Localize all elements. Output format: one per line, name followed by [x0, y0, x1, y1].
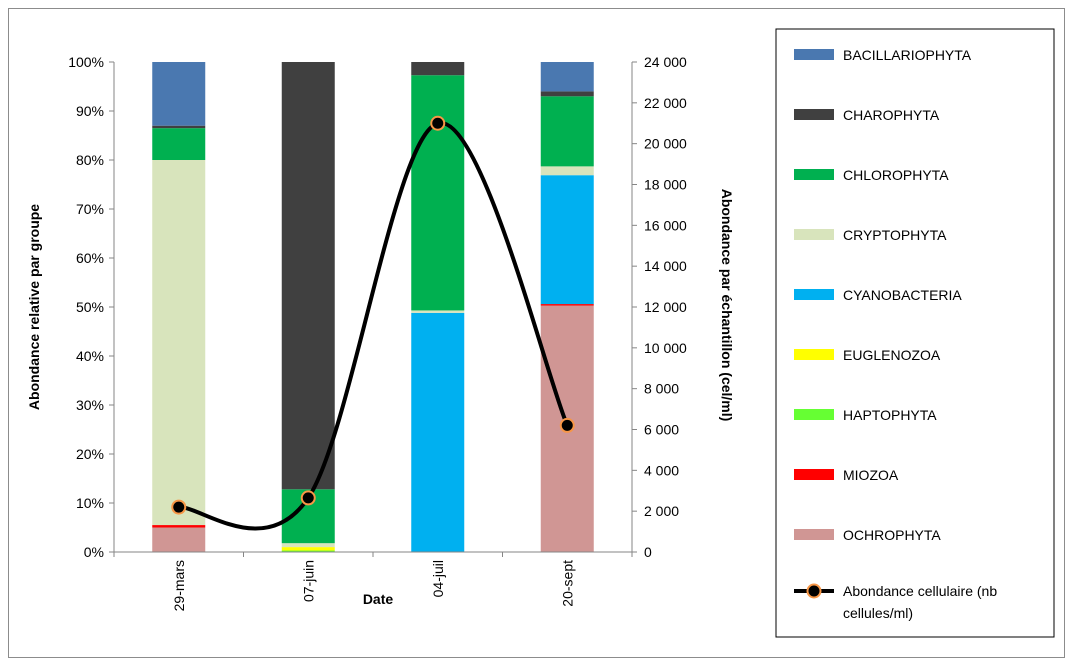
bar-haptophyta-07-juin — [281, 550, 335, 552]
bar-cryptophyta-04-juil — [411, 310, 465, 313]
bar-charophyta-07-juin — [281, 62, 335, 490]
legend-swatch-ochrophyta — [794, 529, 834, 540]
y-left-tick-label: 70% — [76, 201, 104, 217]
y-left-tick-label: 0% — [84, 544, 104, 560]
y-left-tick-label: 60% — [76, 250, 104, 266]
bar-miozoa-20-sept — [540, 304, 594, 306]
bar-charophyta-29-mars — [152, 125, 206, 129]
bar-charophyta-04-juil — [411, 62, 465, 76]
y-left-tick-label: 80% — [76, 152, 104, 168]
x-tick-label-20-sept: 20-sept — [559, 560, 575, 607]
y-right-tick-label: 6 000 — [644, 422, 679, 438]
legend-swatch-cryptophyta — [794, 229, 834, 240]
bar-cyanobacteria-20-sept — [540, 175, 594, 305]
legend-swatch-cyanobacteria — [794, 289, 834, 300]
abundance-point-07-juin — [300, 490, 316, 506]
y-right-tick-label: 0 — [644, 544, 652, 560]
bar-cryptophyta-20-sept — [540, 166, 594, 176]
x-axis-title: Date — [363, 591, 394, 607]
legend: BACILLARIOPHYTA CHAROPHYTA CHLOROPHYTA CRYP… — [794, 47, 997, 621]
y-right-tick-label: 20 000 — [644, 136, 687, 152]
bar-cryptophyta-29-mars — [152, 160, 206, 526]
bar-miozoa-29-mars — [152, 525, 206, 528]
legend-swatch-euglenozoa — [794, 349, 834, 360]
y-right-tick-label: 10 000 — [644, 340, 687, 356]
legend-label-cyanobacteria: CYANOBACTERIA — [843, 287, 962, 303]
y-right-tick-label: 18 000 — [644, 177, 687, 193]
x-tick-label-07-juin: 07-juin — [300, 560, 316, 602]
y-left-tick-label: 20% — [76, 446, 104, 462]
bar-bacillariophyta-29-mars — [152, 62, 206, 126]
legend-label-bacillariophyta: BACILLARIOPHYTA — [843, 47, 972, 63]
y-right-tick-label: 12 000 — [644, 299, 687, 315]
y-left-tick-label: 100% — [68, 54, 104, 70]
legend-swatch-haptophyta — [794, 409, 834, 420]
bar-charophyta-20-sept — [540, 91, 594, 97]
bar-chlorophyta-04-juil — [411, 75, 465, 311]
y-left-tick-label: 10% — [76, 495, 104, 511]
bar-euglenozoa-07-juin — [281, 547, 335, 551]
bar-chlorophyta-20-sept — [540, 96, 594, 167]
bars-layer — [152, 62, 594, 552]
bar-cyanobacteria-04-juil — [411, 312, 465, 552]
y-left-tick-label: 40% — [76, 348, 104, 364]
legend-swatch-miozoa — [794, 469, 834, 480]
y-right-tick-label: 24 000 — [644, 54, 687, 70]
y-right-tick-label: 2 000 — [644, 503, 679, 519]
bar-chlorophyta-29-mars — [152, 128, 206, 160]
abundance-point-04-juil — [430, 115, 446, 131]
bar-bacillariophyta-20-sept — [540, 62, 594, 92]
y-left-tick-label: 90% — [76, 103, 104, 119]
abundance-point-20-sept — [559, 417, 575, 433]
bar-ochrophyta-29-mars — [152, 527, 206, 552]
x-tick-label-04-juil: 04-juil — [430, 560, 446, 597]
abundance-line — [178, 121, 570, 531]
legend-label-abundance-line-2: cellules/ml) — [843, 605, 913, 621]
abundance-point-29-mars — [171, 499, 187, 515]
y-left-tick-label: 50% — [76, 299, 104, 315]
bar-cryptophyta-07-juin — [281, 543, 335, 548]
legend-label-ochrophyta: OCHROPHYTA — [843, 527, 941, 543]
legend-swatch-chlorophyta — [794, 169, 834, 180]
line-layer — [171, 115, 575, 531]
legend-label-miozoa: MIOZOA — [843, 467, 899, 483]
y-right-tick-label: 22 000 — [644, 95, 687, 111]
legend-label-abundance-line-1: Abondance cellulaire (nb — [843, 583, 997, 599]
legend-label-charophyta: CHAROPHYTA — [843, 107, 940, 123]
legend-label-haptophyta: HAPTOPHYTA — [843, 407, 937, 423]
y-right-tick-label: 4 000 — [644, 462, 679, 478]
y-left-tick-label: 30% — [76, 397, 104, 413]
legend-label-euglenozoa: EUGLENOZOA — [843, 347, 941, 363]
x-tick-label-29-mars: 29-mars — [171, 560, 187, 611]
y-axis-left-title: Abondance relative par groupe — [26, 204, 42, 410]
legend-label-cryptophyta: CRYPTOPHYTA — [843, 227, 947, 243]
legend-line-marker — [806, 583, 822, 599]
y-right-tick-label: 8 000 — [644, 381, 679, 397]
y-axis-right-title: Abondance par échantillon (cel/ml) — [719, 189, 735, 422]
legend-swatch-charophyta — [794, 109, 834, 120]
y-right-tick-label: 14 000 — [644, 258, 687, 274]
legend-swatch-bacillariophyta — [794, 49, 834, 60]
axes-layer: 0% 10% 20% 30% 40% 50% 60% 70% 80% 90% 100% 0 2 000 4… — [68, 54, 687, 611]
y-right-tick-label: 16 000 — [644, 217, 687, 233]
legend-label-chlorophyta: CHLOROPHYTA — [843, 167, 949, 183]
